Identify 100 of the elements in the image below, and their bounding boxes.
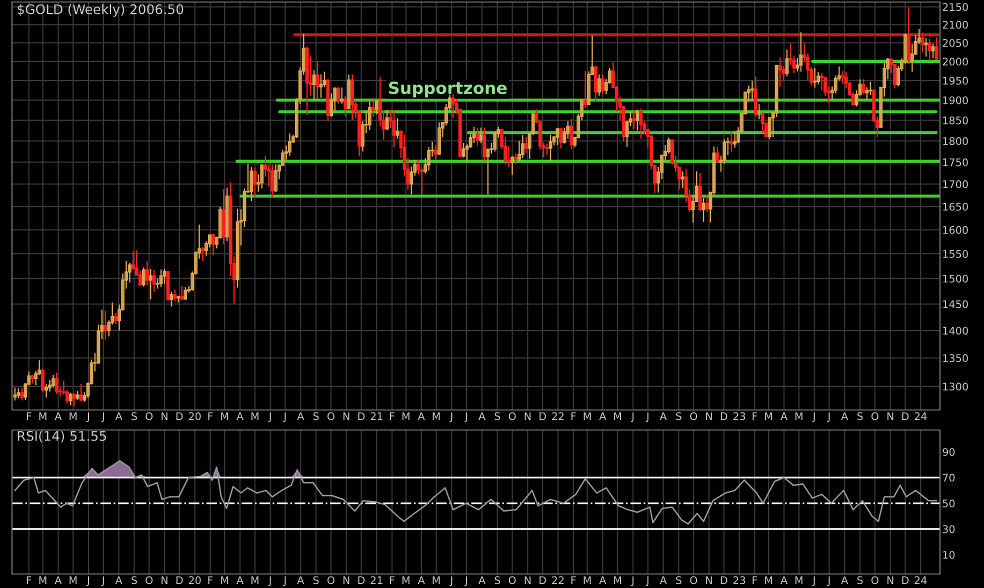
y-tick-label: 1450 (943, 300, 968, 308)
candlestick (636, 109, 640, 132)
candlestick (545, 143, 549, 156)
candlestick (768, 116, 772, 140)
x-tick-label: N (887, 412, 894, 420)
candlestick (632, 110, 636, 130)
candlestick (816, 71, 820, 86)
x-tick-label: A (478, 576, 486, 584)
candlestick (68, 392, 72, 406)
x-tick-label: N (706, 576, 712, 584)
x-tick-label: M (614, 576, 622, 584)
candlestick (559, 127, 563, 150)
x-tick-label: A (418, 576, 425, 584)
x-tick-label: M (614, 412, 622, 420)
candlestick (54, 372, 58, 395)
x-tick-label: O (146, 576, 153, 584)
x-tick-label: F (390, 412, 394, 420)
candlestick (253, 166, 257, 198)
candlestick (482, 127, 486, 162)
candlestick (472, 126, 476, 144)
candlestick (570, 118, 574, 150)
candlestick (785, 48, 789, 77)
x-tick-label: O (508, 576, 516, 584)
candlestick (316, 60, 320, 100)
y-tick-label: 1300 (943, 382, 968, 391)
candlestick (270, 164, 274, 198)
x-tick-label: J (283, 576, 286, 586)
chart-title: RSI(14) 51.55 (18, 430, 106, 442)
candlestick (52, 374, 55, 388)
x-tick-label: O (327, 412, 334, 420)
x-tick-label: N (343, 412, 350, 420)
candlestick (16, 388, 20, 399)
x-tick-label: M (402, 412, 410, 420)
candlestick (371, 97, 375, 118)
candlestick (476, 127, 480, 146)
x-tick-label: 21 (370, 576, 382, 584)
candlestick (434, 144, 438, 160)
x-tick-label: M (795, 576, 802, 584)
x-tick-label: 22 (552, 412, 564, 420)
chart-title: $GOLD (Weekly) 2006.50 (18, 4, 184, 17)
x-tick-label: A (780, 412, 788, 420)
candlestick (344, 95, 348, 117)
y-tick-label: 1750 (943, 158, 968, 166)
x-tick-label: J (630, 576, 634, 586)
x-tick-label: D (176, 576, 183, 584)
x-tick-label: S (313, 412, 319, 420)
candlestick (340, 86, 344, 104)
candlestick (173, 288, 177, 302)
x-tick-label: A (418, 412, 425, 420)
candlestick (396, 118, 400, 140)
y-tick-label: 1600 (943, 226, 968, 234)
candlestick (152, 269, 156, 292)
x-tick-label: M (584, 412, 591, 420)
x-tick-label: S (494, 412, 500, 420)
y-tick-label: 1350 (943, 354, 968, 362)
x-tick-label: N (162, 576, 168, 584)
x-tick-label: A (841, 576, 848, 584)
candlestick (702, 197, 706, 222)
candlestick (225, 186, 229, 242)
x-tick-label: J (812, 576, 815, 586)
y-tick-label: 2000 (942, 58, 968, 66)
x-tick-label: D (540, 576, 546, 584)
x-tick-label: J (812, 412, 815, 422)
candlestick (600, 74, 604, 94)
x-tick-label: O (690, 576, 698, 584)
candlestick (680, 170, 684, 189)
y-tick-label: 1800 (943, 137, 968, 146)
x-tick-label: J (827, 576, 830, 586)
y-tick-label: 1950 (943, 76, 968, 85)
x-tick-label: M (70, 412, 77, 420)
y-tick-label: 1700 (943, 180, 968, 188)
x-tick-label: A (599, 412, 606, 420)
x-tick-label: 21 (370, 412, 382, 420)
candlestick (368, 101, 372, 131)
x-tick-label: 23 (733, 576, 746, 584)
x-tick-label: A (780, 576, 788, 584)
x-tick-label: A (660, 576, 667, 584)
candlestick (750, 80, 754, 101)
x-tick-label: O (871, 412, 878, 420)
x-tick-label: N (524, 576, 531, 584)
x-tick-label: M (251, 412, 258, 420)
candlestick (312, 70, 316, 100)
candlestick (104, 310, 108, 340)
x-tick-label: D (902, 412, 909, 420)
x-tick-label: 22 (552, 576, 564, 584)
x-tick-label: J (646, 576, 648, 586)
x-tick-label: F (208, 576, 213, 584)
candlestick (114, 312, 118, 325)
candlestick (520, 134, 524, 159)
candlestick (730, 130, 734, 153)
candlestick (319, 74, 323, 98)
candlestick (159, 268, 163, 288)
candlestick (170, 291, 174, 308)
x-tick-label: J (450, 412, 452, 422)
candlestick (868, 81, 872, 96)
x-tick-label: M (251, 576, 258, 584)
x-tick-label: M (221, 576, 228, 584)
candlestick (566, 120, 570, 140)
x-tick-label: F (752, 412, 758, 420)
candlestick (288, 132, 292, 156)
